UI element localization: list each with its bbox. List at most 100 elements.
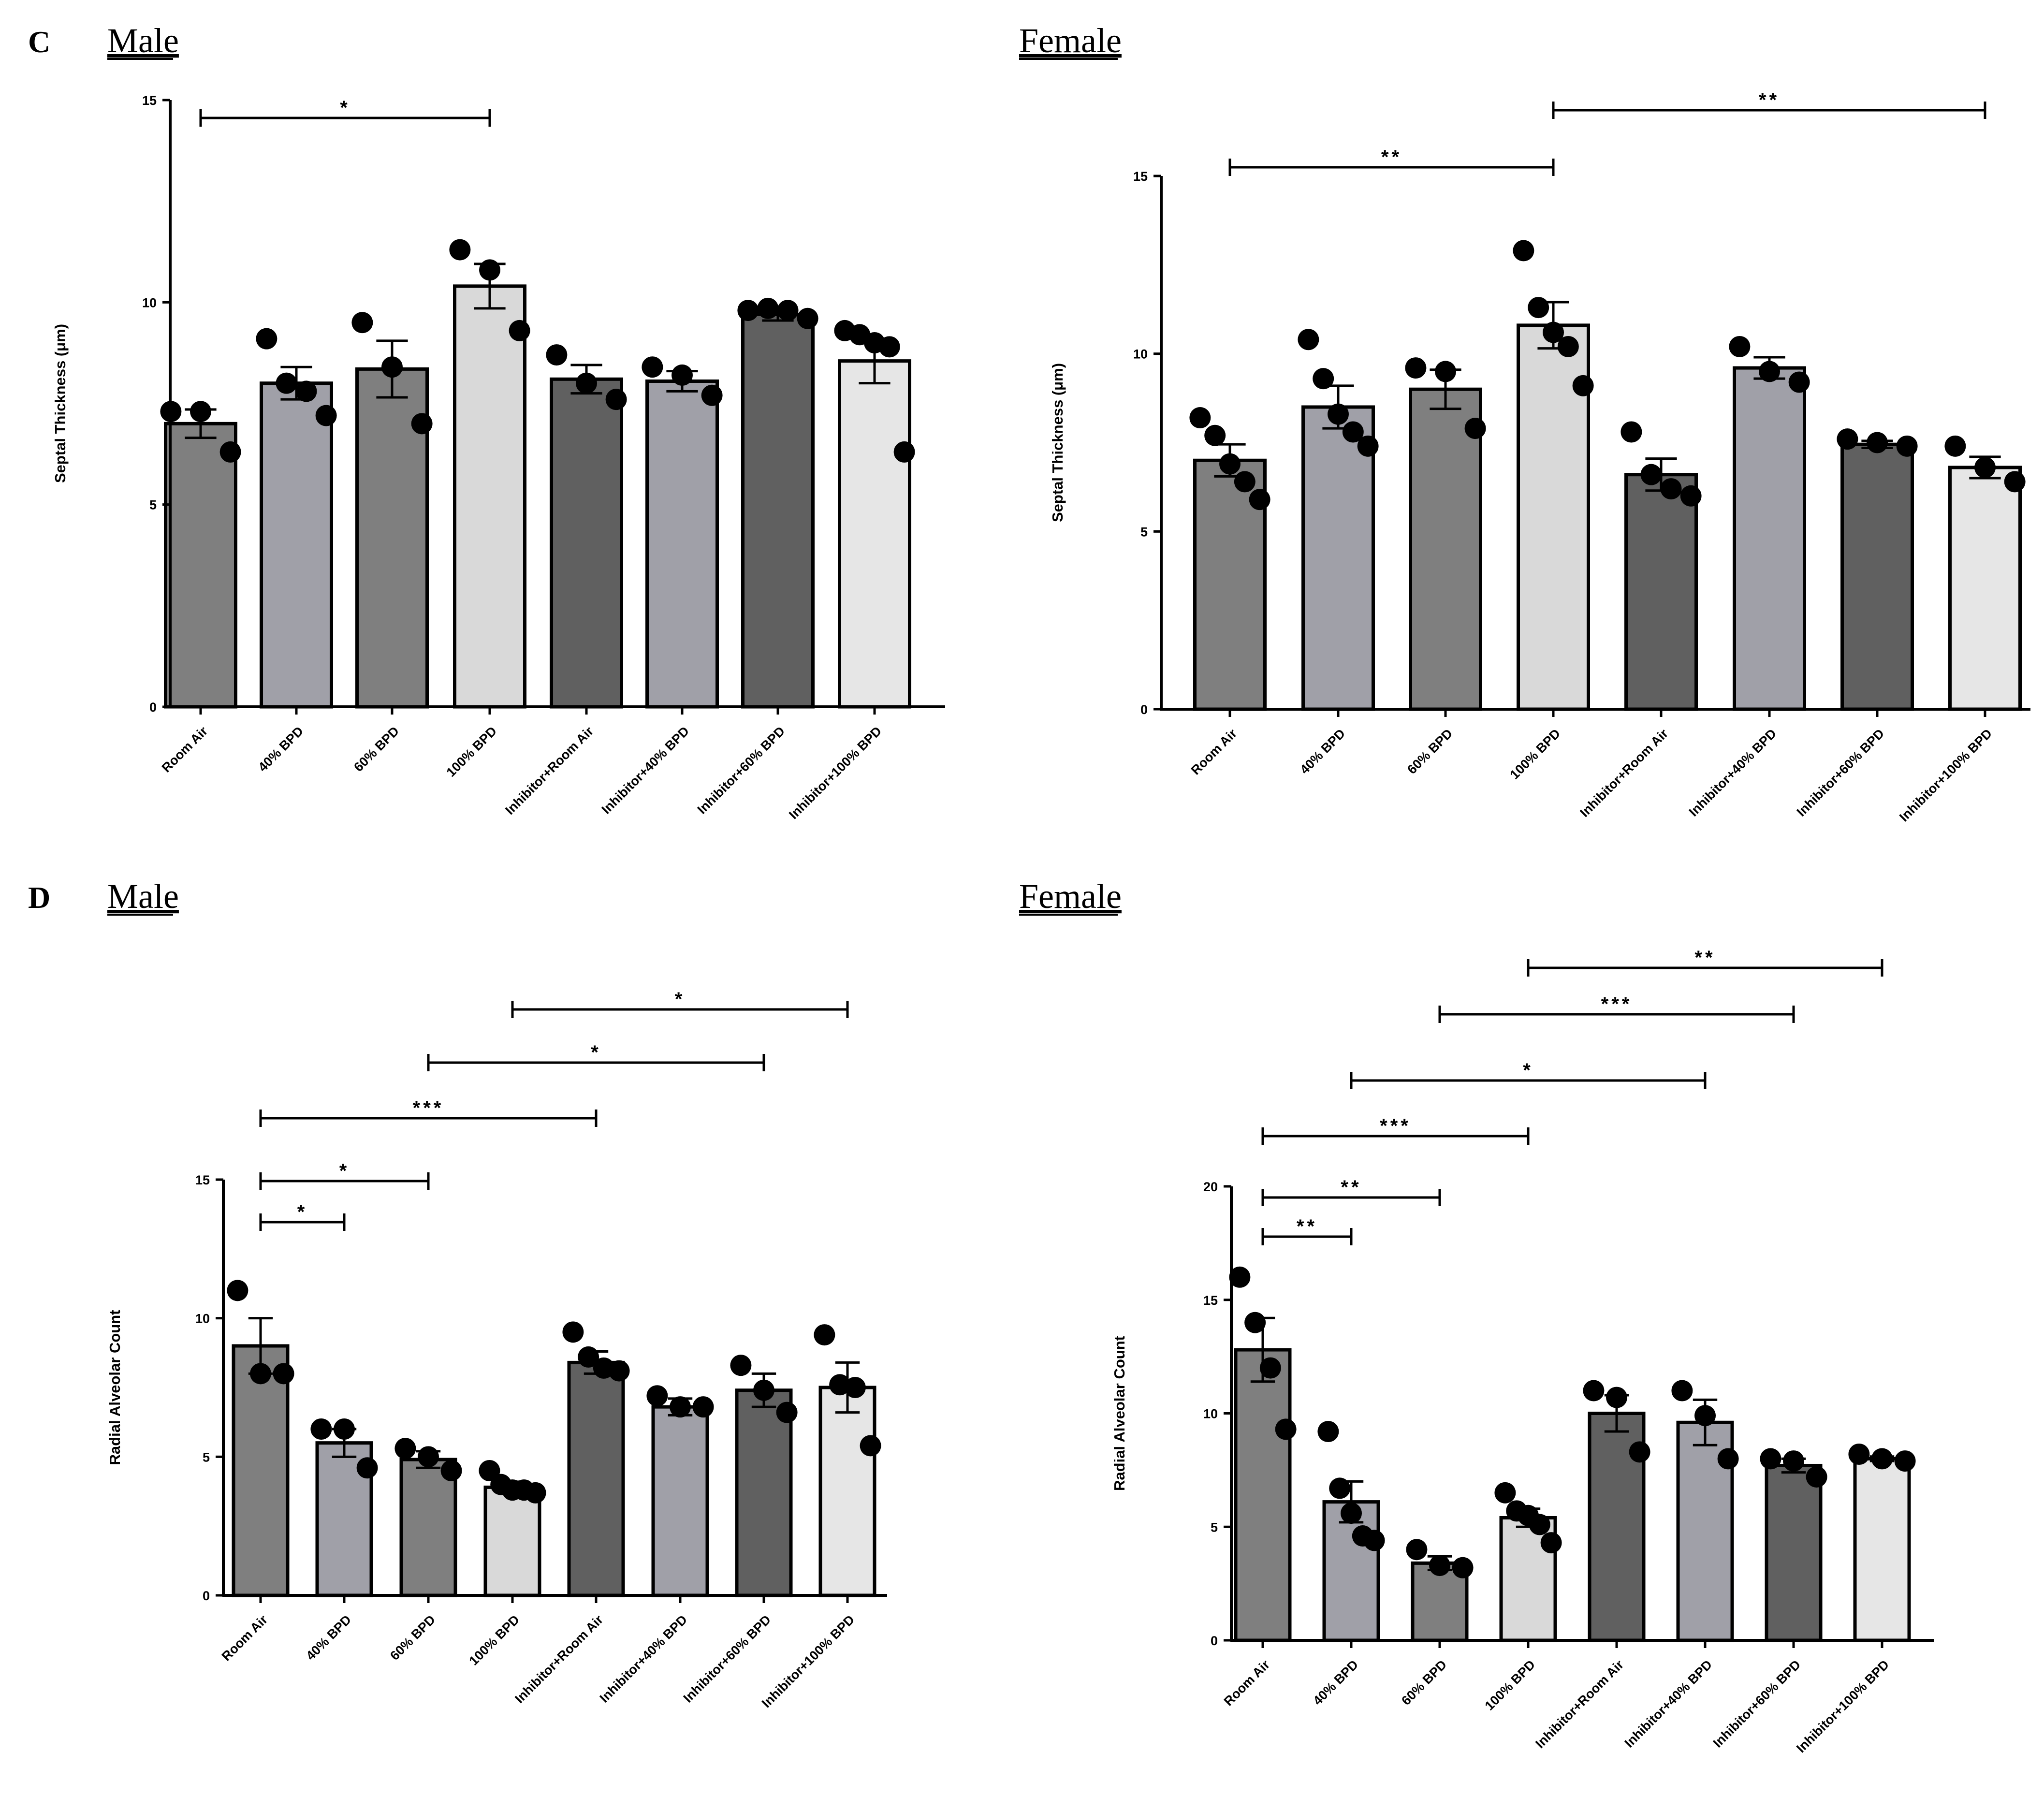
significance-bracket: ** — [1228, 146, 1555, 176]
x-tick-label: 60% BPD — [1404, 726, 1455, 777]
x-tick-label: Inhibitor+60% BPD — [1794, 726, 1887, 819]
data-point — [1572, 375, 1594, 396]
data-point — [1837, 428, 1858, 450]
x-tick-label: 60% BPD — [351, 724, 402, 774]
data-point — [1328, 403, 1349, 425]
y-tick-label: 5 — [1211, 1520, 1218, 1534]
data-point — [1405, 357, 1427, 379]
data-point — [250, 1363, 271, 1385]
bar — [1765, 1463, 1823, 1642]
data-point — [1583, 1380, 1605, 1402]
x-tick-label: Inhibitor+Room Air — [502, 724, 596, 818]
bar — [1234, 1348, 1292, 1642]
x-tick-label: Inhibitor+40% BPD — [599, 724, 692, 817]
data-point — [1974, 456, 1996, 478]
y-tick-label: 10 — [142, 295, 157, 310]
bar — [1948, 466, 2022, 711]
significance-label: ** — [1297, 1216, 1317, 1237]
significance-bracket: * — [199, 97, 491, 127]
significance-bracket: ** — [1261, 1177, 1441, 1206]
y-tick-label: 0 — [1140, 702, 1148, 717]
chart-4: Female Radial Alveolar Count Room Air 40% B… — [1019, 877, 1934, 1755]
panel-label-c: C — [28, 25, 50, 59]
bar — [164, 422, 237, 709]
data-point — [1234, 471, 1256, 493]
significance-label: *** — [1601, 993, 1633, 1015]
x-tick-label: Inhibitor+Room Air — [1577, 726, 1671, 820]
data-point — [578, 1346, 599, 1368]
significance-label: ** — [1759, 89, 1780, 111]
y-tick-label: 0 — [1211, 1634, 1218, 1648]
data-point — [1317, 1421, 1339, 1443]
x-tick-label: Inhibitor+Room Air — [1533, 1657, 1626, 1751]
data-point — [525, 1482, 546, 1504]
x-tick-label: Inhibitor+100% BPD — [1794, 1657, 1892, 1755]
x-tick-label: Inhibitor+60% BPD — [1710, 1657, 1804, 1751]
data-point — [381, 356, 403, 378]
x-tick-label: 40% BPD — [255, 724, 306, 774]
data-point — [1729, 336, 1751, 357]
data-point — [1341, 1503, 1362, 1524]
significance-bracket: * — [1350, 1060, 1707, 1089]
panel-label-d: D — [28, 880, 50, 915]
chart-title: Male — [107, 21, 179, 60]
data-point — [576, 372, 597, 394]
data-point — [1429, 1555, 1450, 1577]
data-point — [295, 380, 317, 402]
data-point — [1275, 1418, 1297, 1440]
y-tick-label: 20 — [1203, 1180, 1218, 1194]
bar — [1322, 1500, 1380, 1642]
y-axis-label: Septal Thickness (μm) — [1049, 363, 1066, 522]
data-point — [418, 1446, 439, 1468]
bar — [1840, 442, 1914, 711]
significance-label: ** — [1381, 146, 1402, 168]
y-tick-label: 15 — [1203, 1293, 1218, 1308]
chart-3: Male Radial Alveolar Count Room Air 40% BPD… — [106, 877, 887, 1710]
y-tick-label: 15 — [1133, 169, 1148, 184]
data-point — [814, 1324, 835, 1346]
data-point — [1759, 361, 1780, 382]
y-axis-label: Radial Alveolar Count — [1111, 1336, 1128, 1491]
bar — [1301, 405, 1375, 711]
data-point — [1528, 297, 1549, 319]
data-point — [227, 1280, 248, 1301]
data-point — [878, 336, 900, 358]
data-point — [1494, 1482, 1516, 1504]
y-tick-label: 10 — [1133, 347, 1148, 362]
data-point — [411, 413, 433, 435]
data-point — [1944, 435, 1966, 457]
significance-label: *** — [413, 1097, 444, 1119]
y-tick-label: 5 — [149, 498, 157, 512]
x-tick-label: Room Air — [159, 724, 211, 775]
data-point — [256, 328, 277, 350]
data-point — [777, 300, 799, 321]
data-point — [1680, 485, 1702, 507]
data-point — [1406, 1539, 1428, 1561]
data-point — [893, 441, 915, 463]
data-point — [1259, 1357, 1281, 1379]
significance-bracket: ** — [1527, 947, 1883, 977]
data-point — [1606, 1387, 1627, 1408]
chart-1: Male Septal Thickness (μm) Room Air 40% BPD… — [52, 21, 945, 822]
significance-bracket: * — [259, 1201, 346, 1231]
data-point — [1894, 1450, 1916, 1472]
data-point — [351, 312, 373, 334]
y-tick-label: 0 — [203, 1589, 210, 1603]
bar — [1853, 1457, 1911, 1642]
data-point — [1244, 1312, 1266, 1333]
x-tick-label: Inhibitor+Room Air — [512, 1612, 606, 1706]
x-tick-label: 40% BPD — [303, 1612, 354, 1663]
significance-bracket: *** — [1438, 993, 1795, 1023]
bar — [453, 284, 526, 709]
data-point — [1760, 1448, 1781, 1470]
data-point — [562, 1321, 584, 1343]
data-point — [672, 364, 693, 386]
significance-label: * — [297, 1201, 308, 1223]
significance-label: ** — [1694, 947, 1715, 968]
data-point — [1660, 478, 1682, 500]
data-point — [1219, 453, 1241, 475]
significance-label: * — [340, 97, 350, 118]
data-point — [1229, 1266, 1251, 1288]
x-tick-label: 60% BPD — [387, 1612, 438, 1663]
